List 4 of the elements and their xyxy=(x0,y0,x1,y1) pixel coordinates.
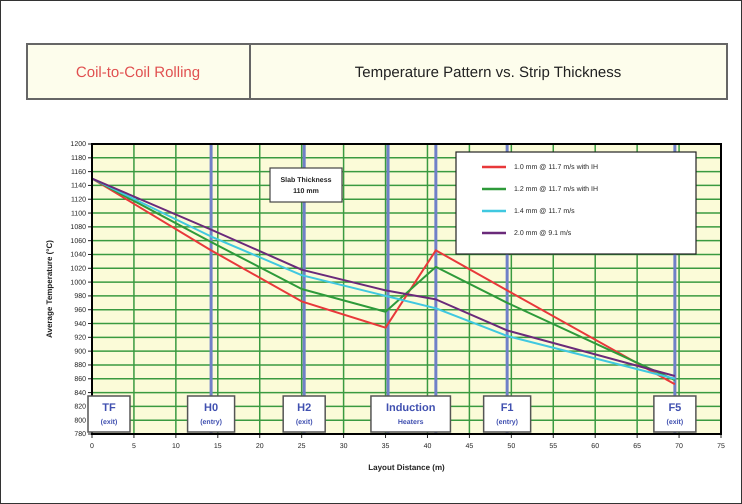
x-axis-title: Layout Distance (m) xyxy=(368,463,446,472)
chart-title: Coil-to-Coil Rolling xyxy=(76,64,200,81)
y-axis-title: Average Temperature (°C) xyxy=(45,240,54,338)
chart-subtitle: Temperature Pattern vs. Strip Thickness xyxy=(354,64,622,81)
